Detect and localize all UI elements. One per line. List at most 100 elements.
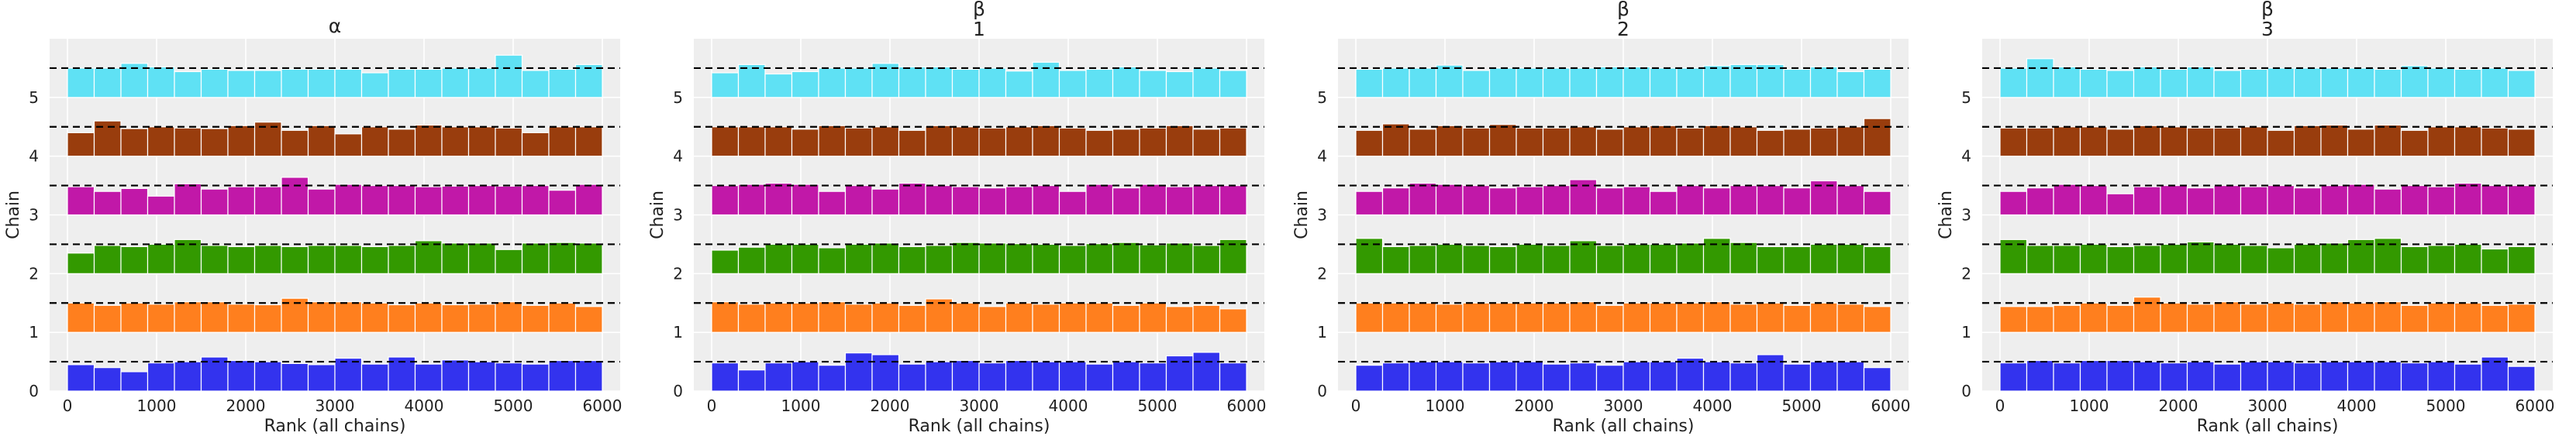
bar	[2079, 359, 2108, 392]
bar	[1863, 245, 1891, 274]
bar	[2160, 126, 2188, 157]
panel-title: β	[2261, 0, 2274, 20]
bar	[1999, 239, 2028, 274]
panel-4: 0 1000 2000 3000 4000 5000 6000 0 1 2 3 4 5 Rank (all…	[1936, 0, 2554, 436]
bar	[1381, 123, 1410, 157]
y-tick-label: 5	[1317, 88, 1327, 107]
bar	[1219, 127, 1247, 157]
bar	[2267, 67, 2295, 98]
bar	[898, 66, 926, 98]
bar	[307, 301, 336, 333]
bar	[1729, 184, 1758, 216]
bar	[307, 68, 336, 98]
bar	[2106, 70, 2135, 98]
bar	[1488, 67, 1517, 98]
y-tick-label: 3	[1961, 206, 1971, 225]
bar	[67, 67, 95, 98]
bar	[711, 72, 740, 98]
bar	[2481, 248, 2509, 274]
bar	[2267, 129, 2295, 157]
panel-title: 3	[2261, 18, 2274, 40]
bar	[2213, 243, 2242, 274]
bar	[1756, 64, 1785, 98]
bar	[2293, 362, 2322, 392]
bar	[1192, 245, 1221, 274]
bar	[2320, 124, 2349, 157]
bar	[1595, 304, 1624, 333]
bar	[978, 306, 1007, 333]
bar	[2213, 363, 2242, 392]
bar	[1569, 67, 1598, 98]
bar	[2213, 127, 2242, 157]
bar	[1381, 362, 1410, 392]
bar	[227, 304, 256, 333]
y-tick-label: 0	[29, 382, 39, 400]
bar	[2293, 125, 2322, 157]
bar	[2053, 304, 2081, 333]
x-tick-label: 6000	[1227, 397, 1267, 415]
bar	[495, 54, 523, 98]
bar	[978, 67, 1007, 98]
bar	[93, 304, 122, 333]
bar	[1783, 187, 1812, 216]
bar	[334, 245, 363, 274]
bar	[2507, 304, 2536, 333]
bar	[2347, 129, 2375, 157]
bar	[414, 124, 443, 157]
bar	[1005, 70, 1033, 98]
bar	[791, 302, 819, 333]
bar	[1462, 362, 1491, 392]
bar	[1488, 187, 1517, 216]
bar	[978, 127, 1007, 157]
bar	[1219, 239, 1247, 274]
y-tick-label: 1	[1961, 323, 1971, 342]
bar	[495, 127, 523, 157]
bar	[360, 245, 389, 274]
bar	[1219, 184, 1247, 216]
bar	[147, 362, 175, 392]
bar	[2454, 182, 2482, 216]
bar	[2374, 301, 2402, 333]
bar	[1381, 187, 1410, 216]
bar	[1381, 67, 1410, 98]
bar	[2507, 70, 2536, 98]
bar	[1409, 129, 1437, 157]
bar	[120, 63, 149, 98]
bar	[871, 302, 900, 333]
x-tick-label: 2000	[2159, 397, 2198, 415]
bar	[521, 242, 550, 274]
bar	[737, 246, 766, 274]
bar	[2427, 67, 2456, 98]
panel-title: 2	[1617, 18, 1629, 40]
bar	[2427, 361, 2456, 392]
bar	[334, 68, 363, 98]
bar	[147, 66, 175, 98]
bar	[1058, 70, 1087, 98]
y-tick-label: 0	[1961, 382, 1971, 400]
y-tick-label: 5	[1961, 88, 1971, 107]
bar	[253, 304, 282, 333]
bar	[548, 68, 577, 98]
bar	[2186, 241, 2215, 274]
bar	[1649, 191, 1678, 216]
bar	[898, 129, 926, 157]
bar	[1623, 302, 1651, 333]
bar	[1783, 68, 1812, 98]
x-tick-label: 3000	[316, 397, 355, 415]
bar	[818, 247, 847, 274]
bar	[174, 70, 202, 98]
bar	[1355, 191, 1384, 216]
bar	[120, 371, 149, 392]
bar	[1756, 129, 1785, 157]
bar	[307, 364, 336, 392]
bar	[2347, 67, 2375, 98]
bar	[2374, 188, 2402, 216]
y-tick-label: 0	[673, 382, 683, 400]
bar	[898, 304, 926, 333]
bar	[200, 301, 229, 333]
bar	[200, 128, 229, 157]
bar	[2347, 184, 2375, 216]
bar	[1623, 126, 1651, 157]
bar	[1005, 302, 1033, 333]
bar	[1435, 125, 1464, 157]
